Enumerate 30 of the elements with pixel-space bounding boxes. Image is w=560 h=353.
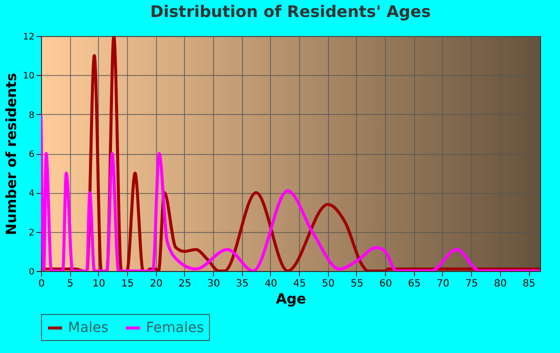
chart-title: Distribution of Residents' Ages — [150, 2, 431, 21]
x-tick-label: 40 — [264, 278, 278, 290]
x-tick-label: 5 — [66, 278, 74, 290]
x-tick-label: 0 — [38, 278, 45, 290]
x-tick-label: 50 — [322, 278, 335, 290]
x-axis-title: Age — [276, 292, 306, 308]
x-tick-label: 30 — [207, 278, 220, 290]
x-tick-label: 85 — [522, 278, 536, 290]
y-tick-label: 6 — [28, 150, 35, 160]
x-tick-label: 35 — [236, 278, 249, 290]
x-tick-label: 80 — [494, 278, 507, 290]
x-tick-label: 75 — [465, 278, 478, 290]
x-tick-label: 55 — [350, 278, 364, 290]
x-tick-label: 45 — [293, 278, 306, 290]
x-tick-label: 70 — [436, 278, 450, 290]
y-tick-label: 0 — [28, 268, 35, 278]
legend-label: Females — [146, 320, 204, 336]
x-tick-label: 15 — [121, 278, 134, 290]
x-tick-label: 10 — [92, 278, 106, 290]
x-tick-label: 60 — [379, 278, 392, 290]
y-axis-title: Number of residents — [4, 72, 20, 236]
y-tick-label: 4 — [28, 189, 35, 200]
y-tick-label: 8 — [28, 110, 35, 121]
x-tick-label: 25 — [178, 278, 192, 290]
y-tick-label: 12 — [23, 32, 34, 42]
x-tick-label: 20 — [150, 278, 163, 290]
legend-label: Males — [68, 320, 108, 336]
y-tick-label: 10 — [23, 72, 35, 82]
y-tick-label: 2 — [28, 228, 34, 238]
x-tick-label: 65 — [408, 278, 421, 290]
